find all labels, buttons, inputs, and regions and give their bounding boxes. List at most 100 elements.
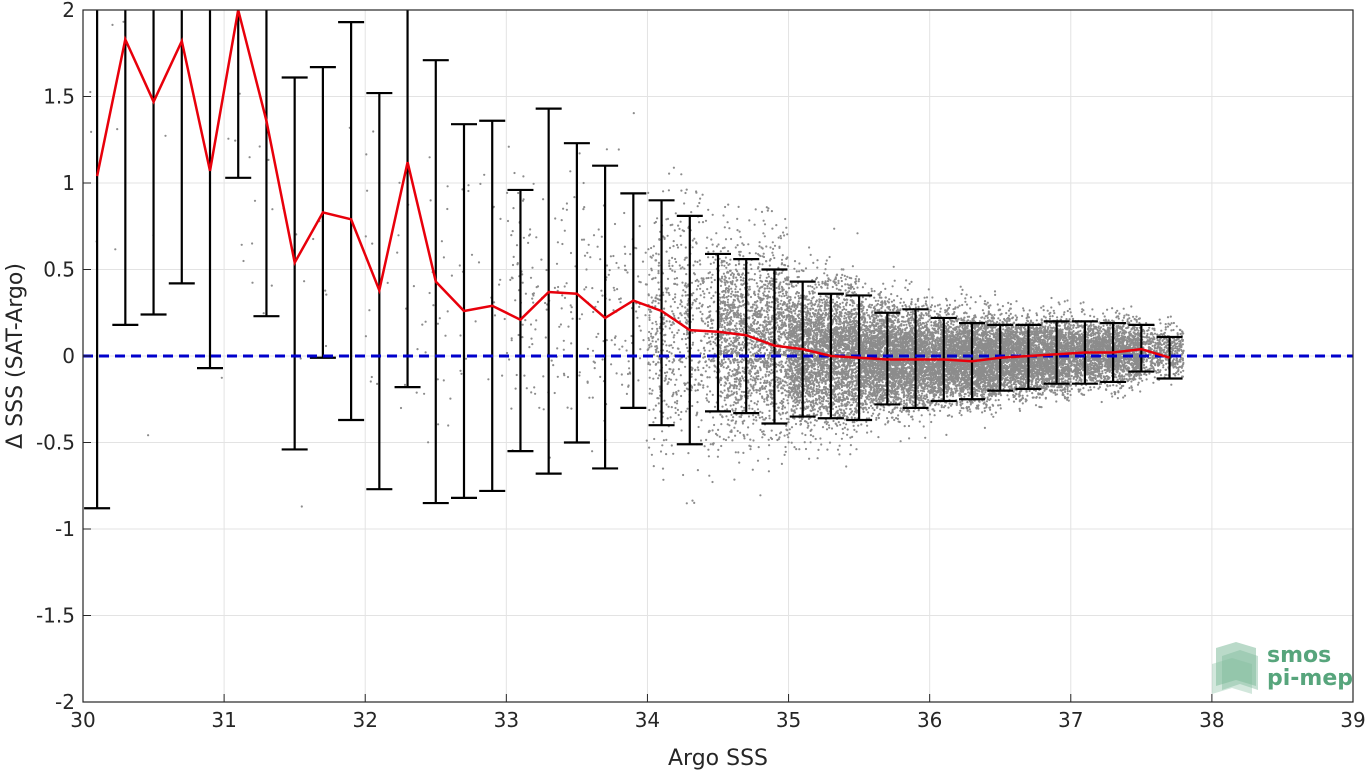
scatter-point-17 [271, 208, 274, 211]
scatter-point-4645 [789, 310, 792, 313]
scatter-point-2725 [767, 336, 770, 339]
scatter-point-1510 [717, 428, 720, 431]
scatter-point-4784 [834, 360, 837, 363]
scatter-point-4249 [851, 410, 854, 413]
scatter-point-170 [513, 171, 516, 175]
scatter-point-890 [657, 281, 660, 284]
scatter-point-417 [666, 277, 670, 280]
scatter-point-865 [696, 411, 699, 414]
scatter-point-410 [648, 344, 651, 347]
scatter-point-607 [676, 246, 680, 249]
scatter-point-1174 [764, 417, 768, 420]
scatter-point-1038 [668, 293, 671, 296]
scatter-point-469 [684, 365, 687, 368]
scatter-point-1898 [720, 341, 724, 344]
scatter-point-479 [672, 336, 675, 339]
scatter-point-1662 [724, 403, 728, 406]
scatter-point-345 [521, 273, 524, 276]
scatter-point-673 [670, 444, 673, 447]
scatter-point-2472 [735, 327, 739, 331]
scatter-point-2827 [762, 433, 765, 436]
scatter-point-2064 [739, 279, 743, 282]
scatter-point-3072 [804, 447, 808, 451]
scatter-point-944 [647, 348, 650, 351]
scatter-point-341 [563, 296, 567, 299]
scatter-point-1193 [722, 309, 725, 312]
scatter-point-230 [562, 207, 565, 210]
scatter-point-218 [586, 347, 590, 350]
scatter-point-4177 [835, 398, 839, 401]
scatter-point-4880 [823, 307, 826, 310]
scatter-point-3644 [826, 367, 829, 370]
scatter-point-1811 [733, 315, 736, 318]
scatter-point-1703 [781, 412, 784, 415]
scatter-point-1682 [765, 276, 768, 279]
scatter-point-837 [685, 343, 688, 346]
scatter-point-254 [573, 196, 576, 199]
scatter-point-878 [647, 248, 650, 251]
scatter-point-4369 [848, 276, 851, 279]
scatter-point-2794 [778, 364, 781, 367]
scatter-point-1601 [719, 322, 722, 325]
scatter-point-1207 [768, 309, 771, 312]
scatter-point-2155 [734, 324, 737, 327]
scatter-point-3205 [787, 418, 790, 421]
scatter-point-2605 [776, 330, 780, 333]
scatter-point-2614 [718, 435, 721, 438]
scatter-point-4476 [798, 399, 801, 402]
scatter-point-7 [90, 130, 93, 133]
scatter-point-2822 [759, 351, 762, 354]
scatter-point-2804 [748, 358, 752, 361]
scatter-point-2249 [741, 272, 745, 275]
scatter-point-524 [648, 339, 651, 342]
scatter-point-624 [670, 344, 673, 347]
scatter-point-476 [710, 281, 713, 284]
scatter-point-4779 [848, 365, 851, 368]
scatter-point-710 [673, 300, 676, 304]
scatter-point-75 [470, 253, 474, 256]
scatter-point-2836 [760, 297, 763, 300]
scatter-point-1376 [754, 208, 757, 211]
scatter-point-2954 [795, 407, 798, 410]
scatter-point-1085 [763, 319, 767, 322]
scatter-point-225 [578, 371, 581, 374]
scatter-point-4831 [817, 384, 821, 387]
scatter-point-1000 [686, 294, 689, 297]
scatter-point-314 [544, 301, 547, 305]
scatter-point-872 [708, 305, 712, 308]
scatter-point-4321 [804, 420, 807, 423]
scatter-point-2002 [781, 391, 784, 394]
scatter-point-161 [596, 245, 599, 248]
scatter-point-774 [683, 267, 686, 270]
scatter-point-1663 [750, 354, 753, 357]
scatter-point-3755 [815, 385, 819, 388]
scatter-point-2788 [753, 223, 756, 226]
scatter-point-823 [696, 389, 699, 392]
scatter-point-1636 [734, 336, 737, 339]
scatter-point-2500 [718, 318, 722, 321]
scatter-point-3969 [840, 402, 843, 405]
scatter-point-1356 [787, 421, 790, 424]
scatter-point-610 [656, 347, 659, 350]
scatter-point-2598 [786, 303, 789, 306]
scatter-point-241 [571, 317, 574, 320]
scatter-point-2768 [726, 298, 730, 301]
scatter-point-4904 [790, 409, 793, 412]
scatter-point-635 [690, 375, 693, 378]
scatter-point-12 [299, 357, 302, 360]
scatter-point-484 [703, 292, 706, 295]
scatter-point-1274 [751, 407, 754, 410]
scatter-point-598 [687, 452, 690, 455]
scatter-point-2578 [767, 438, 770, 441]
scatter-point-292 [645, 439, 648, 442]
scatter-point-2759 [753, 352, 757, 355]
scatter-point-480 [709, 262, 712, 265]
scatter-point-1330 [778, 308, 781, 311]
scatter-point-1649 [735, 322, 738, 325]
scatter-point-4948 [844, 334, 847, 337]
scatter-point-2184 [725, 266, 728, 269]
scatter-point-238 [530, 337, 533, 340]
scatter-point-54 [436, 378, 439, 381]
scatter-point-211 [565, 202, 569, 205]
scatter-point-2569 [753, 290, 756, 293]
